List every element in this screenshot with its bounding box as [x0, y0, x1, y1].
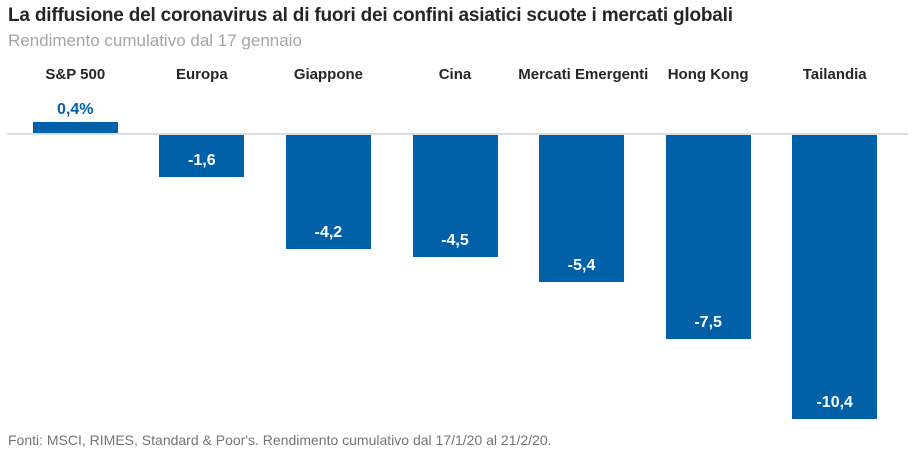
- bar: [539, 135, 625, 282]
- value-label: -7,5: [694, 314, 722, 331]
- category-label: Tailandia: [802, 66, 867, 83]
- bar: [792, 135, 878, 419]
- value-label: -5,4: [567, 257, 596, 274]
- value-label: -1,6: [188, 152, 216, 169]
- bar: [285, 135, 371, 249]
- source-note: Fonti: MSCI, RIMES, Standard & Poor's. R…: [8, 432, 552, 448]
- bar: [412, 135, 498, 257]
- chart-columns: S&P 500 0,4% Europa -1,6 Giappone -4,2 Cina -4,…: [12, 0, 898, 455]
- bar: [159, 135, 245, 177]
- value-label: 0,4%: [57, 101, 94, 118]
- category-label: Europa: [176, 66, 228, 83]
- zero-axis-line: [7, 133, 908, 135]
- category-label: Mercati Emergenti: [518, 66, 649, 83]
- value-label: -4,2: [314, 224, 343, 241]
- value-label: -10,4: [816, 394, 853, 411]
- chart-title: La diffusione del coronavirus al di fuor…: [8, 5, 733, 26]
- category-label: Hong Kong: [667, 66, 749, 83]
- category-label: Giappone: [293, 66, 363, 83]
- bar: [32, 122, 118, 133]
- bar: [665, 135, 751, 339]
- category-label: S&P 500: [45, 66, 106, 83]
- category-label: Cina: [438, 66, 472, 83]
- value-label: -4,5: [441, 232, 469, 249]
- chart-subtitle: Rendimento cumulativo dal 17 gennaio: [8, 31, 302, 50]
